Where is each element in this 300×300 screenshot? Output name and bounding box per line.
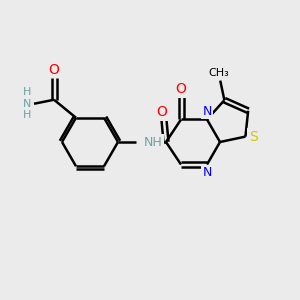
Text: N: N [202, 105, 212, 118]
Text: CH₃: CH₃ [208, 68, 229, 78]
Text: O: O [157, 105, 167, 119]
Text: NH: NH [144, 136, 163, 148]
Text: N: N [202, 166, 212, 179]
Text: O: O [49, 63, 59, 77]
Text: S: S [249, 130, 258, 144]
Text: H
N
H: H N H [22, 87, 31, 120]
Text: O: O [176, 82, 186, 97]
